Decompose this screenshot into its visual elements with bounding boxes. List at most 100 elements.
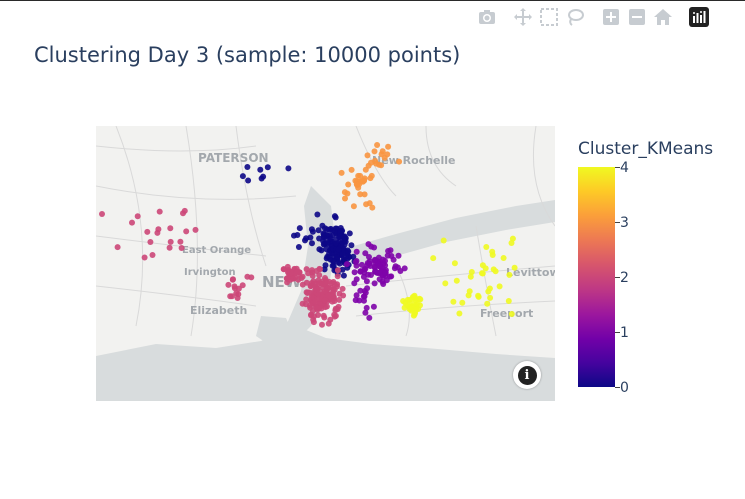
cluster-0-point[interactable]	[257, 166, 264, 173]
cluster-2-point[interactable]	[183, 228, 190, 235]
cluster-1-point[interactable]	[357, 268, 364, 275]
cluster-0-point[interactable]	[342, 253, 349, 260]
cluster-0-point[interactable]	[346, 230, 353, 237]
cluster-0-point[interactable]	[324, 253, 331, 260]
cluster-4-point[interactable]	[508, 240, 515, 246]
cluster-0-point[interactable]	[303, 235, 310, 242]
cluster-1-point[interactable]	[401, 265, 408, 272]
reset-home-icon[interactable]	[652, 7, 674, 27]
cluster-1-point[interactable]	[373, 269, 380, 276]
cluster-1-point[interactable]	[395, 252, 402, 259]
cluster-2-point[interactable]	[192, 226, 199, 233]
cluster-0-point[interactable]	[314, 211, 321, 218]
cluster-2-point[interactable]	[181, 207, 188, 214]
cluster-1-point[interactable]	[364, 285, 371, 292]
cluster-4-point[interactable]	[489, 248, 496, 255]
cluster-2-point[interactable]	[313, 304, 320, 311]
cluster-0-point[interactable]	[322, 262, 329, 269]
cluster-1-point[interactable]	[371, 264, 378, 271]
cluster-1-point[interactable]	[361, 293, 368, 300]
camera-icon[interactable]	[476, 7, 498, 27]
cluster-1-point[interactable]	[372, 256, 378, 263]
cluster-2-point[interactable]	[303, 296, 310, 303]
box-select-icon[interactable]	[538, 7, 560, 27]
cluster-2-point[interactable]	[233, 290, 240, 297]
cluster-4-point[interactable]	[479, 270, 486, 277]
cluster-2-point[interactable]	[321, 297, 328, 304]
cluster-1-point[interactable]	[382, 270, 389, 277]
cluster-4-point[interactable]	[453, 277, 460, 284]
cluster-2-point[interactable]	[322, 275, 328, 281]
cluster-4-point[interactable]	[400, 298, 407, 304]
cluster-2-point[interactable]	[334, 267, 341, 274]
cluster-2-point[interactable]	[294, 268, 301, 275]
cluster-0-point[interactable]	[260, 173, 267, 180]
cluster-1-point[interactable]	[358, 261, 365, 268]
cluster-2-point[interactable]	[310, 278, 317, 285]
cluster-0-point[interactable]	[316, 246, 323, 253]
cluster-1-point[interactable]	[385, 248, 392, 254]
cluster-0-point[interactable]	[333, 240, 339, 247]
cluster-4-point[interactable]	[508, 311, 515, 317]
cluster-2-point[interactable]	[284, 275, 291, 282]
cluster-1-point[interactable]	[363, 304, 370, 311]
cluster-0-point[interactable]	[324, 239, 331, 246]
cluster-3-point[interactable]	[363, 201, 370, 208]
cluster-1-point[interactable]	[365, 241, 372, 248]
cluster-1-point[interactable]	[394, 264, 401, 271]
cluster-3-point[interactable]	[338, 169, 345, 176]
cluster-1-point[interactable]	[366, 254, 372, 260]
cluster-2-point[interactable]	[167, 225, 174, 232]
cluster-0-point[interactable]	[339, 266, 346, 273]
cluster-4-point[interactable]	[440, 237, 447, 244]
cluster-2-point[interactable]	[336, 296, 343, 303]
cluster-2-point[interactable]	[316, 272, 323, 279]
cluster-0-point[interactable]	[345, 248, 352, 255]
cluster-0-point[interactable]	[337, 233, 344, 240]
cluster-0-point[interactable]	[315, 227, 322, 234]
cluster-4-point[interactable]	[406, 296, 413, 303]
cluster-2-point[interactable]	[332, 307, 339, 314]
cluster-0-point[interactable]	[309, 240, 315, 247]
cluster-4-point[interactable]	[430, 255, 437, 262]
cluster-2-point[interactable]	[295, 276, 302, 283]
info-button[interactable]: i	[513, 361, 541, 389]
cluster-0-point[interactable]	[348, 242, 355, 249]
cluster-2-point[interactable]	[309, 267, 315, 274]
cluster-2-point[interactable]	[325, 320, 332, 327]
zoom-in-icon[interactable]	[600, 7, 622, 27]
cluster-4-point[interactable]	[500, 255, 507, 261]
cluster-4-point[interactable]	[487, 294, 494, 301]
cluster-1-point[interactable]	[388, 273, 395, 280]
cluster-0-point[interactable]	[316, 235, 323, 242]
cluster-3-point[interactable]	[369, 204, 376, 211]
cluster-3-point[interactable]	[348, 166, 355, 173]
cluster-1-point[interactable]	[376, 263, 383, 270]
cluster-3-point[interactable]	[374, 142, 381, 148]
cluster-2-point[interactable]	[155, 226, 162, 233]
cluster-2-point[interactable]	[156, 208, 163, 215]
cluster-2-point[interactable]	[248, 274, 255, 281]
cluster-3-point[interactable]	[364, 152, 371, 159]
cluster-1-point[interactable]	[366, 314, 373, 321]
cluster-2-point[interactable]	[303, 266, 310, 273]
cluster-4-point[interactable]	[475, 292, 482, 299]
cluster-4-point[interactable]	[484, 300, 491, 307]
cluster-2-point[interactable]	[227, 293, 234, 300]
cluster-0-point[interactable]	[329, 227, 336, 234]
cluster-4-point[interactable]	[465, 292, 472, 299]
cluster-2-point[interactable]	[234, 295, 241, 301]
cluster-2-point[interactable]	[235, 285, 242, 292]
cluster-0-point[interactable]	[291, 232, 297, 239]
cluster-4-point[interactable]	[417, 296, 424, 303]
cluster-0-point[interactable]	[245, 177, 252, 184]
cluster-2-point[interactable]	[339, 285, 346, 292]
cluster-2-point[interactable]	[315, 280, 322, 287]
cluster-3-point[interactable]	[345, 181, 352, 188]
cluster-2-point[interactable]	[177, 238, 184, 245]
cluster-4-point[interactable]	[451, 260, 458, 267]
pan-icon[interactable]	[512, 7, 534, 27]
cluster-1-point[interactable]	[388, 253, 395, 259]
cluster-4-point[interactable]	[468, 269, 475, 275]
cluster-0-point[interactable]	[330, 258, 337, 265]
